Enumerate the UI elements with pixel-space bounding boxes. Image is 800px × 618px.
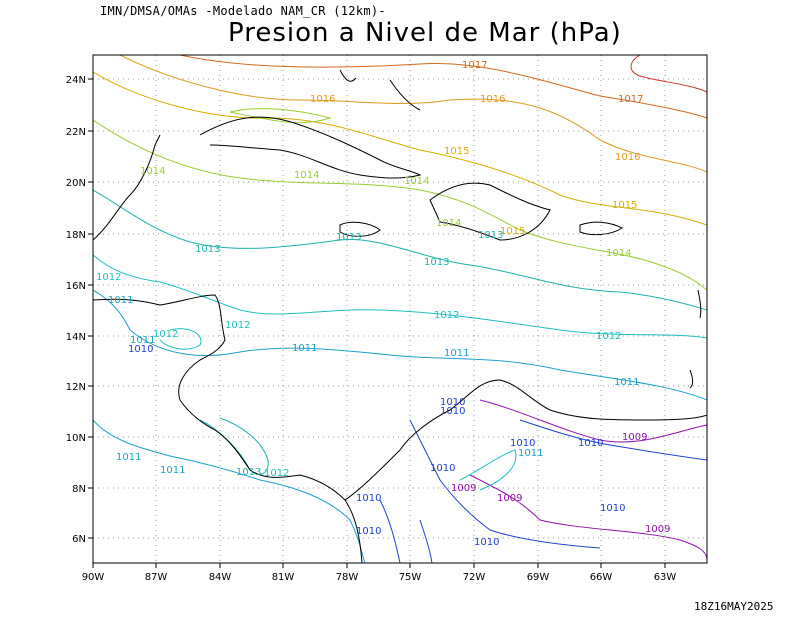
- axis-ticks: [88, 78, 666, 568]
- lon-label: 87W: [145, 572, 168, 583]
- isobar-1013: [93, 189, 707, 311]
- isobar-label-1013: 1013: [336, 232, 361, 243]
- isobar-label-1016: 1016: [480, 94, 505, 105]
- isobar-label-1010: 1010: [440, 406, 465, 417]
- isobar-1016: [119, 55, 707, 173]
- isobar-label-1016: 1016: [310, 94, 335, 105]
- isobar-label-1016: 1016: [615, 152, 640, 163]
- lon-label: 90W: [82, 572, 105, 583]
- isobar-label-1011: 1011: [444, 348, 469, 359]
- isobar-label-1012: 1012: [596, 331, 621, 342]
- isobar-label-1009: 1009: [622, 432, 647, 443]
- isobar-label-1011: 1011: [108, 295, 133, 306]
- isobar-label-1015: 1015: [500, 226, 525, 237]
- isobar-label-1013: 1013: [195, 244, 220, 255]
- coastlines: [93, 69, 707, 563]
- isobar-label-1010: 1010: [430, 463, 455, 474]
- lon-label: 84W: [209, 572, 232, 583]
- isobar-label-1010: 1010: [474, 537, 499, 548]
- isobar-label-1017: 1017: [462, 60, 487, 71]
- isobar-label-1014: 1014: [294, 170, 319, 181]
- isobar-label-1012: 1012: [96, 272, 121, 283]
- isobar-1011-pacific: [93, 419, 366, 563]
- isobar-1011: [93, 289, 707, 401]
- lon-label: 69W: [527, 572, 550, 583]
- isobar-label-1012: 1012: [225, 320, 250, 331]
- isobar-1012-colombia: [459, 449, 517, 491]
- lon-label: 78W: [336, 572, 359, 583]
- valid-time-stamp: 18Z16MAY2025: [694, 600, 774, 613]
- isobar-1015: [93, 71, 707, 226]
- isobar-label-1013: 1013: [478, 230, 503, 241]
- lat-label: 14N: [66, 332, 86, 343]
- lat-label: 24N: [66, 75, 86, 86]
- lat-lon-grid: [93, 55, 707, 563]
- isobar-label-1017: 1017: [618, 94, 643, 105]
- isobar-label-1014: 1014: [140, 166, 165, 177]
- isobar-label-1010: 1010: [356, 526, 381, 537]
- isobar-1012-coast: [159, 328, 202, 350]
- lat-label: 16N: [66, 281, 86, 292]
- isobar-1009: [469, 399, 707, 561]
- isobar-label-1010: 1010: [356, 493, 381, 504]
- isobar-label-1009: 1009: [451, 483, 476, 494]
- isobar-label-1010: 1010: [510, 438, 535, 449]
- isobar-label-1015: 1015: [444, 146, 469, 157]
- isobar-label-1014: 1014: [404, 176, 429, 187]
- lat-label: 8N: [72, 484, 86, 495]
- lon-label: 81W: [272, 572, 295, 583]
- isobar-label-1011: 1011: [614, 377, 639, 388]
- lat-label: 18N: [66, 230, 86, 241]
- isobar-label-1012: 1012: [153, 329, 178, 340]
- isobar-1010-colombia: [379, 499, 433, 563]
- lon-label: 66W: [590, 572, 613, 583]
- isobar-label-1014: 1014: [606, 248, 631, 259]
- lat-label: 6N: [72, 534, 86, 545]
- isobar-label-1011: 1011: [116, 452, 141, 463]
- isobar-label-1011: 1011: [518, 448, 543, 459]
- isobar-1010: [409, 419, 707, 549]
- lon-label: 63W: [654, 572, 677, 583]
- isobar-1014: [93, 119, 707, 291]
- isobar-label-1014: 1014: [436, 218, 461, 229]
- lat-label: 20N: [66, 178, 86, 189]
- lat-label: 22N: [66, 127, 86, 138]
- plot-frame: [92, 54, 708, 564]
- model-source-label: IMN/DMSA/OMAs -Modelado NAM_CR (12km)-: [100, 4, 386, 18]
- isobar-label-1012: 1012: [264, 468, 289, 479]
- isobar-1012: [93, 254, 707, 339]
- lon-label: 72W: [463, 572, 486, 583]
- isobar-label-1010: 1010: [128, 344, 153, 355]
- isobar-label-1010: 1010: [440, 397, 465, 408]
- isobar-label-1013: 1013: [424, 257, 449, 268]
- isobar-1018: [630, 55, 707, 93]
- isobar-label-1010: 1010: [578, 438, 603, 449]
- isobar-label-1009: 1009: [497, 493, 522, 504]
- isobar-label-1010: 1010: [600, 503, 625, 514]
- lat-label: 10N: [66, 433, 86, 444]
- contour-labels: 1017 1017 1016 1016 1016 1015 1015 1015 1014 1014…: [96, 60, 670, 548]
- isobar-label-1011: 1011: [130, 335, 155, 346]
- isobar-1014b: [229, 108, 332, 124]
- lon-label: 75W: [399, 572, 422, 583]
- isobar-label-1012: 1012: [434, 310, 459, 321]
- isobar-1017: [179, 55, 707, 119]
- isobar-label-1011: 1011: [160, 465, 185, 476]
- isobar-label-1015: 1015: [612, 200, 637, 211]
- isobar-label-1013: 1013: [236, 467, 261, 478]
- isobar-label-1011: 1011: [292, 343, 317, 354]
- isobar-label-1009: 1009: [645, 524, 670, 535]
- lat-label: 12N: [66, 382, 86, 393]
- map-title: Presion a Nivel de Mar (hPa): [228, 18, 622, 48]
